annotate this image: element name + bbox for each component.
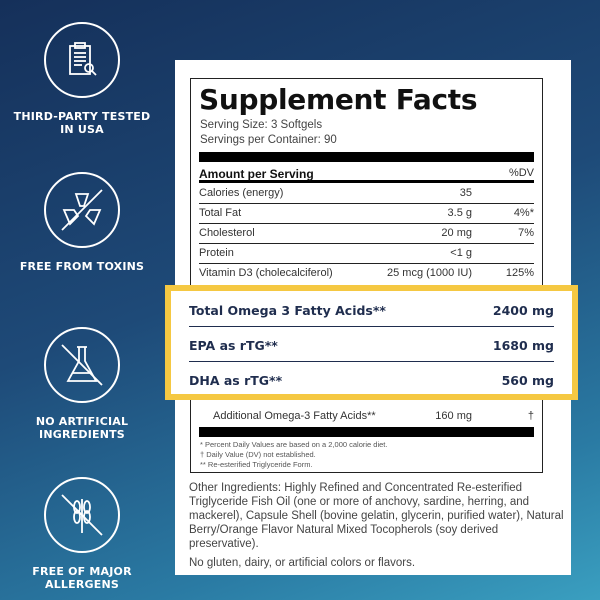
clipboard-search-icon xyxy=(44,22,120,98)
no-wheat-icon xyxy=(44,477,120,553)
highlight-row: EPA as rTG** 1680 mg xyxy=(189,328,554,362)
other-ingredients: Other Ingredients: Highly Refined and Co… xyxy=(189,482,564,550)
badge-label: FREE OF MAJOR ALLERGENS xyxy=(32,565,132,591)
divider-thick xyxy=(199,152,534,162)
no-toxins-icon xyxy=(44,172,120,248)
no-flask-icon xyxy=(44,327,120,403)
serving-size: Serving Size: 3 Softgels xyxy=(200,119,323,131)
highlight-row: Total Omega 3 Fatty Acids** 2400 mg xyxy=(189,293,554,327)
badge-label: FREE FROM TOXINS xyxy=(19,260,145,273)
footnote: * Percent Daily Values are based on a 2,… xyxy=(200,440,388,449)
footnote: ** Re-esterified Triglyceride Form. xyxy=(200,460,313,469)
badge-label: THIRD-PARTY TESTED IN USA xyxy=(13,110,151,136)
badge-free-from-toxins: FREE FROM TOXINS xyxy=(12,172,152,273)
ingredients-section: Other Ingredients: Highly Refined and Co… xyxy=(189,481,564,570)
servings-per-container: Servings per Container: 90 xyxy=(200,134,337,146)
badge-no-artificial: NO ARTIFICIAL INGREDIENTS xyxy=(12,327,152,441)
fact-row: Cholesterol 20 mg 7% xyxy=(199,224,534,244)
badge-label: NO ARTIFICIAL INGREDIENTS xyxy=(35,415,129,441)
facts-panel: Supplement Facts Serving Size: 3 Softgel… xyxy=(190,78,543,473)
header-row: Amount per Serving %DV xyxy=(199,164,534,183)
highlight-row: DHA as rTG** 560 mg xyxy=(189,373,554,388)
fact-row: Protein <1 g xyxy=(199,244,534,264)
divider-thick xyxy=(199,427,534,437)
fact-row: Calories (energy) 35 xyxy=(199,184,534,204)
badge-free-of-allergens: FREE OF MAJOR ALLERGENS xyxy=(12,477,152,591)
badge-third-party-tested: THIRD-PARTY TESTED IN USA xyxy=(12,22,152,136)
free-of-statement: No gluten, dairy, or artificial colors o… xyxy=(189,557,416,569)
fact-row: Total Fat 3.5 g 4%* xyxy=(199,204,534,224)
fact-row: Vitamin D3 (cholecalciferol) 25 mcg (1000… xyxy=(199,267,534,279)
additional-omega-row: Additional Omega-3 Fatty Acids** 160 mg † xyxy=(213,410,534,422)
facts-title: Supplement Facts xyxy=(199,83,478,116)
omega-highlight-box: Total Omega 3 Fatty Acids** 2400 mg EPA a… xyxy=(165,285,578,400)
footnote: † Daily Value (DV) not established. xyxy=(200,450,316,459)
